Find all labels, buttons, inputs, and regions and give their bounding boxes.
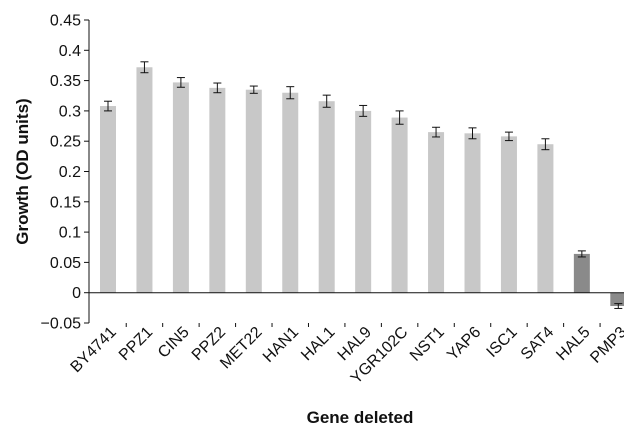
y-tick-label: 0 — [72, 285, 81, 302]
bar-nst1 — [428, 132, 445, 293]
bar-hal9 — [355, 110, 372, 293]
x-tick-label: MET22 — [217, 324, 266, 373]
bar-hal1 — [318, 101, 335, 293]
error-bar — [468, 127, 477, 140]
x-tick-label: PMP3 — [587, 324, 624, 367]
bar-cin5 — [172, 82, 189, 293]
error-bar — [213, 82, 222, 94]
y-tick-label: 0.05 — [50, 255, 81, 272]
bar-isc1 — [500, 136, 517, 293]
error-bar — [286, 86, 295, 100]
error-bar — [322, 94, 331, 108]
y-tick-label: 0.3 — [59, 103, 81, 120]
x-tick-label: ISC1 — [484, 324, 521, 361]
error-bar — [176, 77, 185, 88]
error-bar — [432, 126, 441, 138]
x-tick-label: HAL1 — [298, 324, 338, 364]
bar-yap6 — [464, 133, 481, 293]
error-bar — [541, 138, 550, 151]
bar-ppz1 — [136, 67, 153, 293]
y-tick-label: 0.2 — [59, 164, 81, 181]
x-tick-label: HAL5 — [553, 324, 593, 364]
bars-layer — [100, 67, 624, 307]
x-axis-title: Gene deleted — [307, 408, 414, 427]
bar-ppz2 — [209, 87, 226, 293]
error-bar — [577, 250, 586, 258]
bar-han1 — [282, 92, 299, 293]
bar-pmp3 — [610, 292, 624, 307]
x-tick-label: HAN1 — [260, 324, 302, 366]
error-bar — [504, 131, 513, 142]
error-bar — [104, 100, 112, 112]
x-tick-label: PPZ1 — [116, 324, 156, 364]
error-bar — [359, 104, 368, 117]
x-tick-label: NST1 — [407, 324, 448, 365]
y-tick-label: 0.1 — [59, 225, 81, 242]
error-bars-layer — [104, 61, 623, 309]
error-bar — [395, 110, 404, 125]
bar-by4741 — [100, 106, 116, 293]
bar-hal5 — [573, 253, 590, 293]
bar-ygr102c — [391, 117, 408, 293]
bar-met22 — [245, 89, 262, 293]
y-tick-label: 0.45 — [50, 13, 81, 30]
error-bar — [140, 61, 149, 74]
y-tick-label: 0.25 — [50, 134, 81, 151]
bar-sat4 — [537, 144, 554, 293]
x-tick-labels-layer: BY4741PPZ1CIN5PPZ2MET22HAN1HAL1HAL9YGR10… — [68, 323, 624, 387]
error-bar — [249, 85, 258, 94]
y-tick-label: 0.15 — [50, 194, 81, 211]
y-axis-title: Growth (OD units) — [13, 98, 32, 244]
x-tick-label: SAT4 — [518, 324, 558, 364]
y-tick-label: 0.4 — [59, 43, 81, 60]
y-tick-label: −0.05 — [41, 316, 82, 333]
y-ticks-layer: −0.05 0 0.05 0.1 0.15 0.2 0.25 0.3 0.35 0.4 0.45 — [41, 13, 89, 333]
x-tick-label: CIN5 — [155, 324, 193, 362]
y-tick-label: 0.35 — [50, 73, 81, 90]
x-tick-label: YAP6 — [444, 324, 484, 364]
error-bar — [614, 303, 623, 309]
